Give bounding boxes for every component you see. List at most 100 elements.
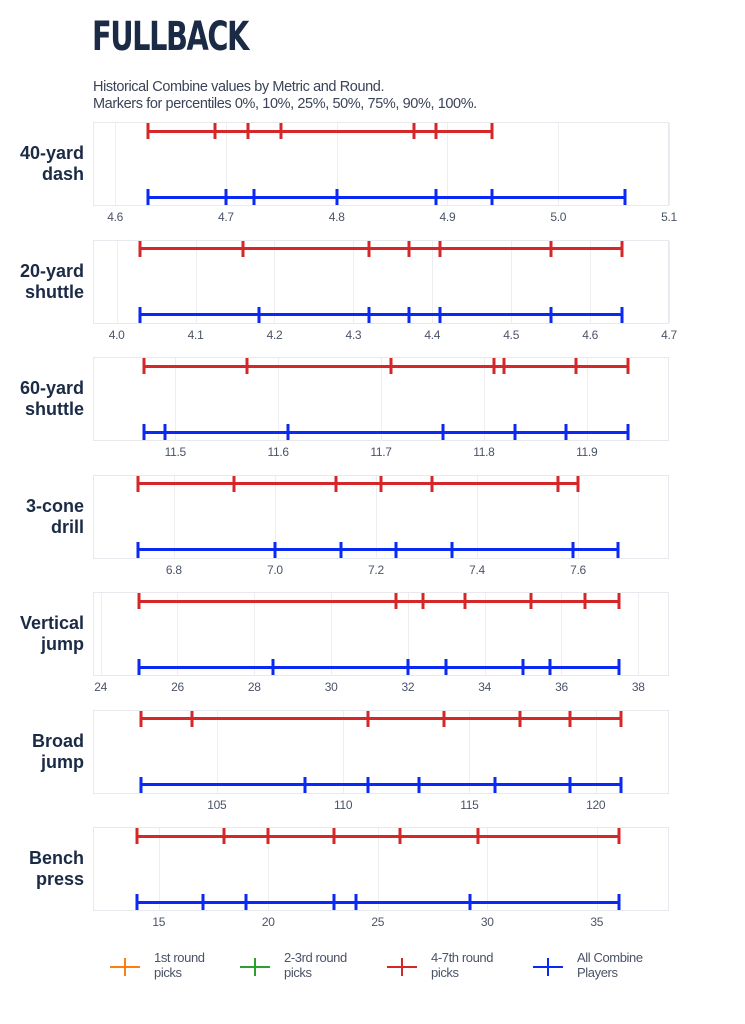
percentile-marker [394, 541, 398, 558]
x-tick-label: 115 [460, 797, 479, 812]
gridline [511, 240, 513, 323]
percentile-marker [476, 828, 480, 844]
x-tick-label: 11.6 [267, 445, 290, 459]
percentile-marker [493, 776, 497, 793]
x-tick-label: 26 [171, 680, 184, 694]
x-tick-label: 25 [371, 915, 385, 929]
percentile-marker [549, 306, 553, 323]
percentile-marker [444, 659, 448, 675]
percentile-marker [502, 358, 506, 374]
percentile-marker [135, 894, 139, 910]
x-tick-label: 4.0 [108, 327, 125, 342]
percentile-marker [468, 894, 472, 910]
percentile-marker [626, 424, 630, 440]
gridline [377, 828, 379, 910]
gridline [336, 123, 338, 205]
legend: 1st round picks 2-3rd round picks 4-7th … [0, 950, 745, 990]
percentile-marker [139, 710, 143, 727]
gridline [578, 475, 580, 558]
x-tick-label: 35 [590, 915, 604, 929]
gridline [484, 593, 486, 675]
legend-label: All Combine Players [577, 950, 643, 980]
page-title: FULLBACK [92, 14, 249, 60]
percentile-marker [438, 306, 442, 323]
percentile-marker [441, 424, 445, 440]
percentile-marker [513, 424, 517, 440]
plot-frame [93, 122, 670, 206]
legend-label: 1st round picks [154, 950, 205, 980]
x-tick-label: 11.7 [370, 445, 392, 459]
percentile-marker [146, 123, 150, 139]
gridline [343, 710, 345, 793]
percentile-marker [564, 424, 568, 440]
percentile-marker [548, 659, 552, 675]
percentile-marker [492, 358, 496, 374]
percentile-marker [407, 240, 411, 257]
gridline [669, 123, 670, 205]
percentile-marker [354, 894, 358, 910]
x-tick-label: 20 [261, 915, 275, 929]
percentile-marker [398, 828, 402, 844]
percentile-marker [576, 475, 580, 492]
percentile-marker [412, 123, 416, 139]
x-tick-label: 28 [247, 680, 261, 694]
gridline [596, 828, 598, 910]
percentile-marker [490, 123, 494, 139]
percentile-marker [619, 776, 623, 793]
range-bar-all-players [139, 665, 620, 669]
gridline [177, 593, 179, 675]
percentile-marker [146, 189, 150, 205]
range-bar-4-7th-round [140, 247, 622, 250]
gridline [274, 240, 276, 323]
percentile-marker [620, 306, 624, 323]
plus-marker-icon [240, 958, 270, 976]
gridline [158, 828, 160, 910]
percentile-marker [620, 240, 624, 257]
metric-panel: 40-yard dash 4.6 4.7 4.8 4.9 5.0 5.1 [0, 122, 745, 239]
range-bar-4-7th-round [141, 717, 621, 720]
subtitle-line-2: Markers for percentiles 0%, 10%, 25%, 50… [93, 96, 477, 112]
gridline [278, 358, 280, 440]
x-tick-label: 4.4 [424, 327, 441, 342]
metric-panel: 20-yard shuttle 4.0 4.1 4.2 4.3 4.4 4.5 4.6 4.7 [0, 239, 745, 357]
percentile-marker [379, 475, 383, 492]
percentile-marker [617, 828, 621, 844]
percentile-marker [273, 541, 277, 558]
percentile-marker [626, 358, 630, 374]
percentile-marker [332, 828, 336, 844]
percentile-marker [138, 240, 142, 257]
percentile-marker [213, 123, 217, 139]
range-bar-4-7th-round [148, 129, 492, 133]
gridline [173, 475, 175, 558]
percentile-marker [394, 593, 398, 609]
percentile-marker [617, 593, 621, 609]
gridline [487, 828, 489, 910]
metric-panel: Bench press 15 20 25 30 35 [0, 827, 745, 944]
percentile-marker [571, 541, 575, 558]
gridline [195, 240, 197, 323]
percentile-marker [244, 894, 248, 910]
gridline [561, 593, 563, 675]
percentile-marker [232, 475, 236, 492]
x-tick-label: 120 [586, 797, 606, 812]
percentile-marker [142, 424, 146, 440]
gridline [375, 475, 377, 558]
x-tick-label: 105 [207, 797, 227, 812]
percentile-marker [201, 894, 204, 910]
metric-label: 40-yard dash [19, 143, 84, 184]
gridline [175, 358, 177, 440]
percentile-marker [450, 541, 454, 558]
legend-label: 4-7th round picks [431, 950, 494, 980]
x-tick-label: 11.9 [576, 445, 598, 459]
percentile-marker [279, 123, 283, 139]
x-tick-label: 4.1 [187, 327, 204, 342]
percentile-marker [266, 828, 270, 844]
percentile-marker [574, 358, 578, 374]
percentile-marker [434, 189, 438, 205]
x-tick-label: 11.8 [473, 445, 495, 459]
x-tick-label: 4.2 [266, 327, 283, 342]
percentile-marker [271, 659, 275, 675]
x-tick-label: 32 [401, 680, 415, 694]
percentile-marker [335, 189, 339, 205]
gridline [590, 240, 592, 323]
